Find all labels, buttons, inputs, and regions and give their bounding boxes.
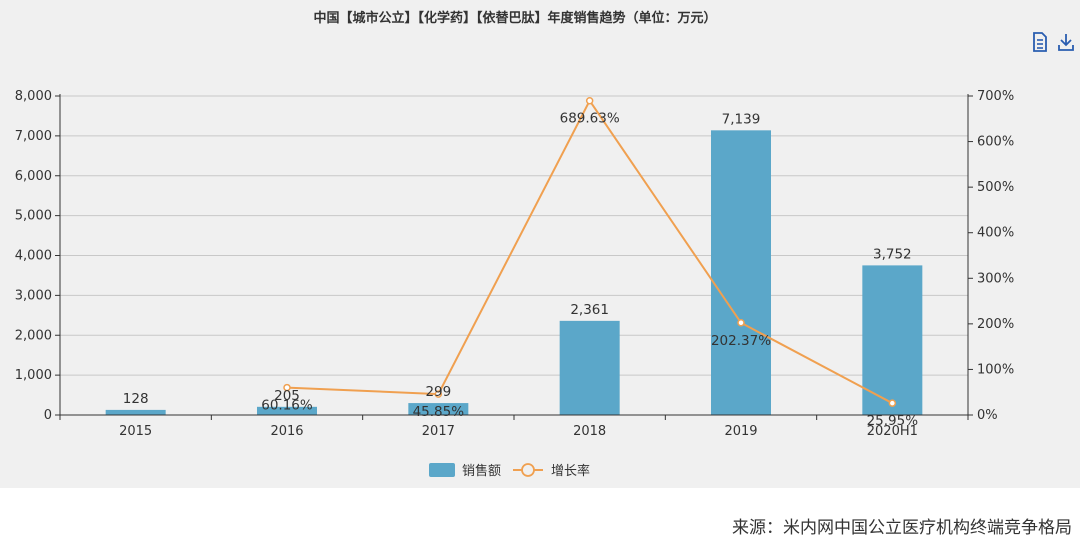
y-left-tick-label: 0: [44, 408, 52, 423]
legend-label-line: 增长率: [551, 463, 590, 479]
y-right-tick-label: 0%: [977, 408, 998, 423]
y-left-tick-label: 7,000: [15, 129, 52, 144]
x-tick-label-2016: 2016: [270, 424, 303, 439]
bar-2018: [559, 320, 620, 415]
download-icon[interactable]: [1056, 31, 1076, 53]
y-left-tick-label: 4,000: [15, 249, 52, 264]
growth-value-label-2018: 689.63%: [560, 111, 620, 127]
growth-point-2016: [283, 383, 291, 392]
x-tick-label-2020H1: 2020H1: [867, 424, 918, 439]
bar-value-label-2020H1: 3,752: [873, 246, 912, 262]
growth-value-label-2016: 60.16%: [261, 398, 313, 414]
growth-value-label-2020H1: 25.95%: [867, 413, 919, 429]
bar-2017: [408, 403, 469, 415]
bar-value-label-2019: 7,139: [722, 111, 761, 127]
combo-chart: 0 1,000 2,000 3,000 4,000 5,000 6,000 7,000 8,00…: [15, 89, 1014, 479]
y-right-tick-label: 700%: [977, 89, 1014, 104]
y-right-tick-label: 200%: [977, 317, 1014, 332]
y-right-tick-label: 500%: [977, 180, 1014, 195]
y-right-tick-label: 400%: [977, 226, 1014, 241]
x-tick-label-2019: 2019: [724, 424, 757, 439]
growth-point-2017: [434, 390, 443, 398]
chart-title: 中国【城市公立】【化学药】【依替巴肽】年度销售趋势（单位：万元）: [313, 11, 717, 26]
bar-2020H1: [862, 265, 923, 415]
y-right-tick-label: 100%: [977, 362, 1014, 377]
growth-point-2018: [585, 96, 594, 105]
y-left-tick-label: 5,000: [15, 209, 52, 224]
growth-point-2020H1: [888, 399, 897, 407]
bar-value-label-2016: 205: [274, 388, 300, 404]
x-tick-label-2015: 2015: [119, 424, 152, 439]
bar-2015: [105, 409, 166, 415]
y-left-tick-label: 3,000: [15, 288, 52, 303]
y-left-tick-label: 1,000: [15, 368, 52, 383]
bar-2016: [257, 406, 317, 415]
legend-label-bar: 销售额: [462, 463, 501, 479]
y-right-tick-label: 300%: [977, 271, 1014, 286]
y-left-tick-label: 6,000: [15, 169, 52, 184]
growth-value-label-2019: 202.37%: [711, 333, 771, 349]
legend-swatch-marker: [521, 463, 535, 477]
bar-value-label-2015: 128: [123, 391, 149, 407]
source-note: 来源：米内网中国公立医疗机构终端竞争格局: [732, 518, 1072, 538]
x-tick-label-2017: 2017: [422, 424, 455, 439]
bar-2019: [711, 130, 771, 415]
y-right-tick-label: 600%: [977, 135, 1014, 150]
x-tick-label-2018: 2018: [573, 424, 606, 439]
bar-value-label-2018: 2,361: [570, 302, 609, 318]
y-left-tick-label: 2,000: [15, 328, 52, 343]
bar-value-label-2017: 299: [425, 384, 451, 400]
y-left-tick-label: 8,000: [15, 89, 52, 104]
document-icon[interactable]: [1030, 31, 1050, 53]
growth-value-label-2017: 45.85%: [413, 404, 465, 420]
growth-point-2019: [737, 319, 745, 327]
legend-swatch-bar: [429, 463, 455, 477]
